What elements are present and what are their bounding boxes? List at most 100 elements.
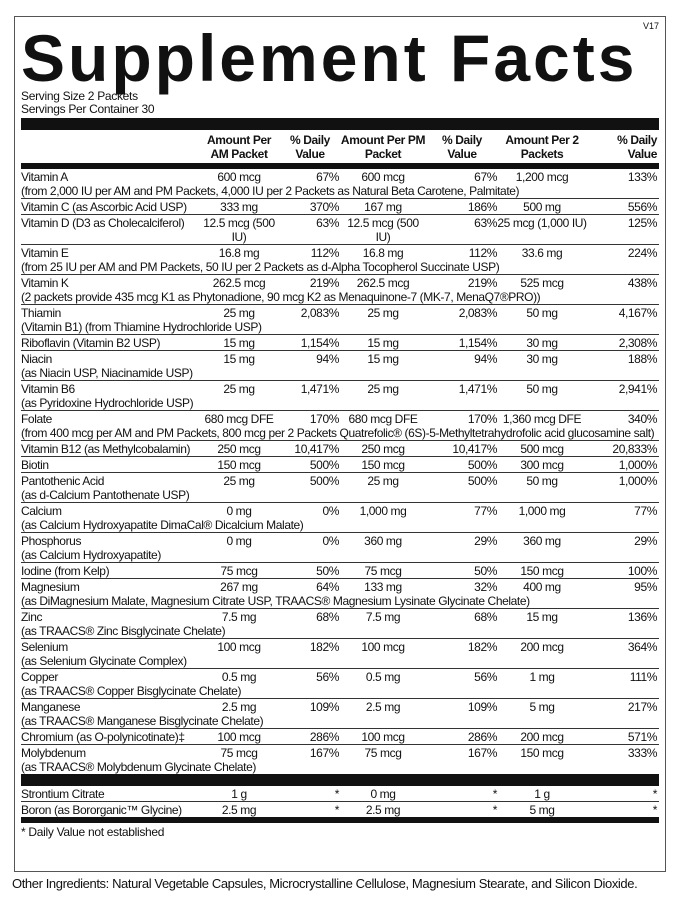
total-amount: 1 mg <box>529 669 555 684</box>
table-row: Calcium 0 mg 0% 1,000 mg 77% 1,000 mg 77% (as C… <box>21 503 659 533</box>
am-daily-value: 1,471% <box>300 381 340 396</box>
am-daily-value: 0% <box>322 533 339 548</box>
table-row: Strontium Citrate 1 g * 0 mg * 1 g * <box>21 786 659 802</box>
pm-daily-value: 500% <box>467 457 497 472</box>
am-daily-value: 50% <box>316 563 339 578</box>
divider-bar <box>21 774 659 786</box>
am-daily-value: 67% <box>316 169 339 184</box>
table-row: Vitamin E 16.8 mg 112% 16.8 mg 112% 33.6 mg 22… <box>21 245 659 275</box>
total-daily-value: 364% <box>627 639 657 654</box>
pm-daily-value: 182% <box>467 639 497 654</box>
total-daily-value: 133% <box>627 169 657 184</box>
pm-amount: 100 mcg <box>361 729 405 744</box>
total-daily-value: 1,000% <box>618 473 658 488</box>
pm-amount: 15 mg <box>367 351 399 366</box>
nutrient-name: Strontium Citrate <box>21 786 105 801</box>
pm-amount: 15 mg <box>367 335 399 350</box>
other-ingredients: Other Ingredients: Natural Vegetable Cap… <box>12 876 638 891</box>
total-amount: 200 mcg <box>520 729 564 744</box>
am-daily-value: 112% <box>310 245 340 260</box>
nutrient-source: (2 packets provide 435 mcg K1 as Phytona… <box>21 289 541 304</box>
nutrient-name: Boron (as Bororganic™ Glycine) <box>21 802 182 817</box>
serving-size: Serving Size 2 Packets <box>21 89 138 103</box>
table-row: Thiamin 25 mg 2,083% 25 mg 2,083% 50 mg 4,167%… <box>21 305 659 335</box>
table-row: Manganese 2.5 mg 109% 2.5 mg 109% 5 mg 217% (as… <box>21 699 659 729</box>
table-row: Magnesium 267 mg 64% 133 mg 32% 400 mg 95% (as … <box>21 579 659 609</box>
total-amount: 150 mcg <box>520 745 564 760</box>
table-row: Vitamin K 262.5 mcg 219% 262.5 mcg 219% 525 m… <box>21 275 659 305</box>
total-amount: 150 mcg <box>520 563 564 578</box>
am-daily-value: 170% <box>309 411 339 426</box>
total-amount: 50 mg <box>526 473 558 488</box>
total-daily-value: 20,833% <box>612 441 657 456</box>
total-amount: 200 mcg <box>520 639 564 654</box>
header-cell: Amount Per AM Packet <box>206 133 271 161</box>
header-cell: % Daily Value <box>290 133 330 161</box>
pm-amount: 7.5 mg <box>365 609 401 624</box>
total-daily-value: 224% <box>627 245 657 260</box>
pm-daily-value: 50% <box>474 563 497 578</box>
am-daily-value: 370% <box>309 199 339 214</box>
table-row: Vitamin A 600 mcg 67% 600 mcg 67% 1,200 mcg 13… <box>21 169 659 199</box>
total-amount: 400 mg <box>523 579 561 594</box>
total-daily-value: 188% <box>627 351 657 366</box>
pm-amount: 12.5 mcg (500 IU) <box>347 215 419 244</box>
am-amount: 267 mg <box>220 579 258 594</box>
nutrient-name: Thiamin <box>21 305 61 320</box>
pm-daily-value: 500% <box>467 473 497 488</box>
am-daily-value: 167% <box>309 745 339 760</box>
pm-daily-value: 32% <box>474 579 497 594</box>
total-amount: 500 mg <box>523 199 561 214</box>
am-daily-value: 56% <box>316 669 339 684</box>
total-amount: 1,200 mcg <box>515 169 569 184</box>
header-cell: Amount Per PM Packet <box>340 133 426 161</box>
pm-amount: 25 mg <box>367 305 399 320</box>
nutrient-name: Manganese <box>21 699 81 714</box>
am-daily-value: 1,154% <box>300 335 340 350</box>
am-daily-value: * <box>334 786 340 801</box>
nutrient-name: Chromium (as O-polynicotinate)‡ <box>21 729 185 744</box>
nutrient-source: (as TRAACS® Manganese Bisglycinate Chela… <box>21 713 264 728</box>
pm-daily-value: 167% <box>467 745 497 760</box>
nutrient-name: Vitamin A <box>21 169 68 184</box>
nutrient-name: Copper <box>21 669 58 684</box>
am-daily-value: 286% <box>309 729 339 744</box>
table-row: Riboflavin (Vitamin B2 USP) 15 mg 1,154% 15… <box>21 335 659 351</box>
pm-daily-value: 1,154% <box>458 335 498 350</box>
total-amount: 50 mg <box>526 381 558 396</box>
table-row: Iodine (from Kelp) 75 mcg 50% 75 mcg 50% 150 … <box>21 563 659 579</box>
table-row: Chromium (as O-polynicotinate)‡ 100 mcg 28… <box>21 729 659 745</box>
pm-daily-value: 1,471% <box>458 381 498 396</box>
am-amount: 7.5 mg <box>221 609 257 624</box>
am-daily-value: 182% <box>309 639 339 654</box>
am-amount: 25 mg <box>223 473 255 488</box>
total-amount: 33.6 mg <box>521 245 563 260</box>
nutrient-name: Iodine (from Kelp) <box>21 563 110 578</box>
header-cell: Amount Per 2 Packets <box>505 133 579 161</box>
am-daily-value: 94% <box>316 351 339 366</box>
total-daily-value: 1,000% <box>618 457 658 472</box>
nutrient-source: (Vitamin B1) (from Thiamine Hydrochlorid… <box>21 319 262 334</box>
total-amount: 25 mcg (1,000 IU) <box>497 215 587 230</box>
total-daily-value: * <box>652 786 658 801</box>
total-amount: 360 mg <box>523 533 561 548</box>
nutrient-source: (as DiMagnesium Malate, Magnesium Citrat… <box>21 593 530 608</box>
am-daily-value: 219% <box>309 275 339 290</box>
am-daily-value: * <box>334 802 340 817</box>
pm-amount: 0.5 mg <box>365 669 401 684</box>
total-amount: 525 mcg <box>520 275 564 290</box>
pm-daily-value: 219% <box>467 275 497 290</box>
pm-daily-value: * <box>492 786 498 801</box>
nutrient-source: (as Calcium Hydroxyapatite) <box>21 547 161 562</box>
am-amount: 100 mcg <box>217 639 261 654</box>
pm-amount: 2.5 mg <box>365 699 401 714</box>
am-amount: 0 mg <box>226 533 252 548</box>
pm-amount: 600 mcg <box>361 169 405 184</box>
header-cell: % Daily Value <box>617 133 657 161</box>
servings-per-container: Servings Per Container 30 <box>21 102 155 116</box>
pm-amount: 360 mg <box>364 533 402 548</box>
pm-daily-value: * <box>492 802 498 817</box>
am-amount: 16.8 mg <box>218 245 260 260</box>
am-amount: 15 mg <box>223 351 255 366</box>
pm-daily-value: 29% <box>474 533 497 548</box>
